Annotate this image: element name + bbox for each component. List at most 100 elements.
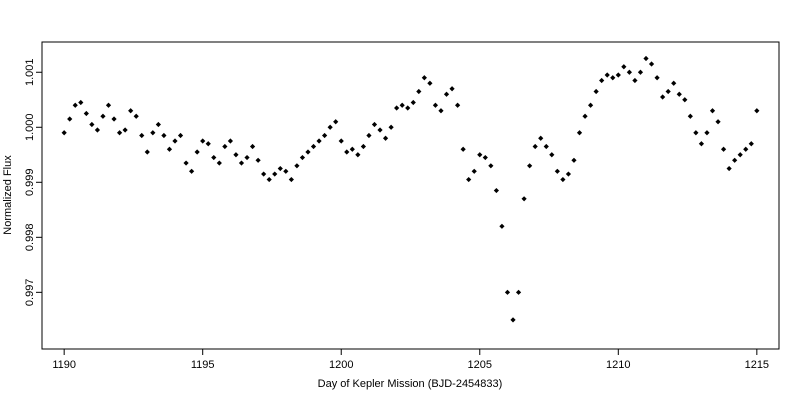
data-point bbox=[205, 141, 211, 147]
data-point bbox=[322, 132, 328, 139]
data-point bbox=[637, 69, 644, 75]
data-point bbox=[377, 127, 383, 133]
data-point bbox=[360, 143, 366, 150]
data-point bbox=[565, 171, 572, 177]
data-point bbox=[720, 146, 727, 152]
data-point bbox=[111, 116, 117, 122]
data-point bbox=[460, 146, 466, 152]
data-point bbox=[593, 88, 599, 95]
y-tick-label: 1.000 bbox=[24, 114, 36, 142]
data-point bbox=[527, 163, 533, 169]
data-point bbox=[249, 143, 256, 150]
data-point bbox=[432, 102, 439, 108]
data-point bbox=[89, 121, 95, 128]
data-point bbox=[643, 55, 649, 62]
data-point bbox=[571, 157, 577, 163]
data-point bbox=[61, 130, 67, 136]
data-point bbox=[189, 168, 195, 174]
data-point bbox=[427, 80, 433, 86]
data-point bbox=[449, 86, 455, 92]
data-point bbox=[150, 130, 156, 136]
x-tick-label: 1210 bbox=[606, 359, 630, 371]
data-point bbox=[67, 116, 73, 122]
data-point bbox=[316, 138, 322, 144]
data-point bbox=[648, 61, 655, 67]
data-point bbox=[504, 289, 511, 295]
y-tick-label: 0.997 bbox=[24, 279, 36, 307]
y-axis: 0.997 0.998 0.999 1.000 1.001 bbox=[24, 58, 42, 306]
data-point bbox=[671, 80, 677, 86]
data-point bbox=[471, 168, 477, 174]
data-point bbox=[621, 64, 627, 70]
data-point bbox=[610, 75, 616, 81]
data-point bbox=[477, 152, 483, 158]
data-point bbox=[405, 105, 411, 111]
data-point bbox=[410, 99, 416, 106]
data-point bbox=[371, 121, 378, 128]
data-point bbox=[294, 163, 300, 169]
data-point bbox=[510, 317, 516, 323]
data-point bbox=[399, 102, 405, 108]
data-point bbox=[238, 160, 245, 166]
data-point bbox=[654, 75, 660, 81]
data-point bbox=[532, 143, 538, 150]
data-point bbox=[133, 113, 139, 119]
data-point bbox=[743, 146, 749, 152]
data-point bbox=[587, 102, 594, 108]
data-point bbox=[216, 160, 222, 166]
data-point bbox=[632, 77, 638, 84]
data-point bbox=[715, 119, 721, 125]
y-tick-label: 0.999 bbox=[24, 169, 36, 197]
data-point bbox=[366, 132, 372, 139]
data-point bbox=[693, 130, 699, 136]
data-point bbox=[538, 135, 544, 141]
data-point bbox=[676, 91, 682, 97]
x-axis: 1190 1195 1200 1205 1210 1215 bbox=[52, 349, 769, 371]
x-tick-label: 1205 bbox=[468, 359, 492, 371]
data-point bbox=[599, 77, 605, 84]
data-point bbox=[626, 69, 632, 75]
data-point bbox=[283, 168, 289, 174]
data-point bbox=[344, 149, 350, 155]
data-point bbox=[737, 152, 743, 158]
data-point bbox=[660, 94, 666, 100]
x-tick-label: 1195 bbox=[191, 359, 215, 371]
y-tick-label: 1.001 bbox=[24, 58, 36, 86]
data-point bbox=[615, 72, 621, 78]
data-point bbox=[732, 157, 738, 163]
data-point bbox=[288, 176, 294, 183]
y-tick-label: 0.998 bbox=[24, 224, 36, 252]
data-point bbox=[244, 154, 250, 161]
data-point bbox=[94, 127, 101, 133]
data-point bbox=[543, 143, 549, 150]
x-axis-title: Day of Kepler Mission (BJD-2454833) bbox=[318, 378, 503, 390]
data-point bbox=[177, 132, 184, 139]
data-point bbox=[349, 146, 355, 152]
data-point bbox=[100, 113, 106, 119]
data-point bbox=[488, 163, 494, 169]
data-point bbox=[233, 152, 239, 158]
data-point bbox=[438, 108, 444, 114]
data-point bbox=[355, 152, 361, 158]
data-point bbox=[183, 160, 189, 166]
data-point bbox=[560, 176, 566, 183]
data-point bbox=[105, 102, 112, 108]
data-point bbox=[194, 149, 200, 155]
data-point bbox=[72, 102, 78, 108]
data-point bbox=[549, 152, 555, 158]
data-point bbox=[698, 141, 705, 147]
data-point bbox=[227, 138, 234, 144]
data-point bbox=[277, 165, 283, 172]
data-point bbox=[211, 154, 217, 161]
data-point bbox=[299, 154, 306, 161]
data-point bbox=[394, 105, 400, 111]
data-point bbox=[78, 99, 84, 106]
data-point bbox=[166, 146, 173, 152]
data-point bbox=[704, 130, 710, 136]
data-point bbox=[305, 149, 311, 155]
data-point bbox=[144, 149, 150, 155]
data-point bbox=[515, 289, 522, 295]
data-point bbox=[493, 187, 499, 194]
data-point bbox=[200, 138, 206, 144]
